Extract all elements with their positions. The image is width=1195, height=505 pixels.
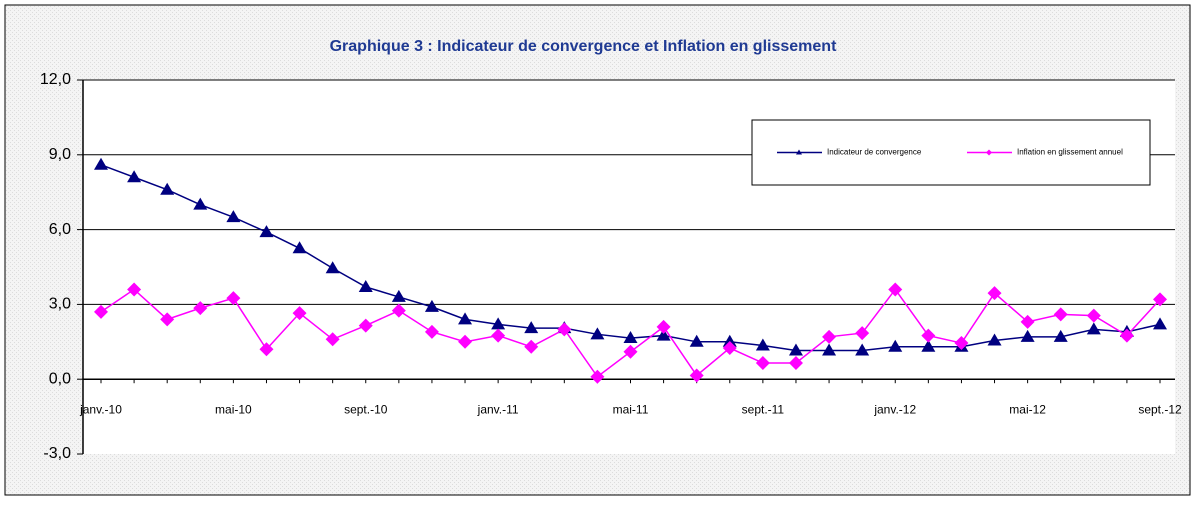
data-point <box>788 343 803 356</box>
data-point <box>1020 329 1035 342</box>
data-point <box>391 289 406 302</box>
data-point <box>987 333 1002 346</box>
x-tick-label: janv.-11 <box>477 402 519 416</box>
data-point <box>127 170 142 183</box>
data-point <box>1153 317 1167 330</box>
x-tick-label: sept.-10 <box>344 402 388 416</box>
y-tick-label: 6,0 <box>49 221 71 238</box>
chart-title: Graphique 3 : Indicateur de convergence … <box>330 38 837 55</box>
data-point <box>226 210 241 223</box>
data-point <box>987 286 1002 301</box>
x-tick-label: janv.-10 <box>79 402 122 416</box>
data-point <box>755 338 770 351</box>
data-point <box>424 299 439 312</box>
legend-marker <box>796 149 802 155</box>
data-point <box>94 304 108 319</box>
data-point <box>491 317 506 330</box>
data-point <box>822 343 837 356</box>
data-point <box>855 343 870 356</box>
legend-marker <box>986 149 992 156</box>
data-point <box>259 342 274 357</box>
data-point <box>391 303 406 318</box>
data-point <box>656 319 671 334</box>
data-point <box>888 282 903 297</box>
data-point <box>292 241 307 254</box>
data-point <box>458 312 473 325</box>
data-point <box>325 332 340 347</box>
data-point <box>921 339 936 352</box>
data-point <box>1153 292 1167 307</box>
data-point <box>921 328 936 343</box>
data-point <box>127 282 142 297</box>
y-tick-label: -3,0 <box>43 445 71 462</box>
data-point <box>358 279 373 292</box>
x-tick-label: janv.-12 <box>873 402 916 416</box>
data-point <box>1086 308 1101 323</box>
y-tick-label: 0,0 <box>49 370 71 387</box>
data-point <box>855 326 870 341</box>
data-point <box>590 327 605 340</box>
x-tick-label: sept.-11 <box>742 402 785 416</box>
data-point <box>888 339 903 352</box>
data-point <box>94 157 108 170</box>
y-tick-label: 12,0 <box>40 71 71 88</box>
data-point <box>822 329 837 344</box>
y-tick-label: 3,0 <box>49 296 71 313</box>
data-point <box>1086 322 1101 335</box>
data-point <box>160 182 175 195</box>
data-point <box>557 322 572 337</box>
data-point <box>458 334 473 349</box>
data-point <box>524 339 539 354</box>
data-point <box>623 331 638 344</box>
data-point <box>722 334 737 347</box>
x-tick-label: mai-11 <box>613 402 649 416</box>
data-point <box>1020 314 1035 329</box>
data-point <box>160 312 175 327</box>
data-point <box>524 321 539 334</box>
data-point <box>193 197 208 210</box>
legend-label: Inflation en glissement annuel <box>1017 148 1123 157</box>
series-layer <box>94 157 1167 384</box>
data-point <box>788 355 803 370</box>
data-point <box>424 324 439 339</box>
data-point <box>491 328 506 343</box>
y-tick-label: 9,0 <box>49 146 71 163</box>
data-point <box>722 341 737 356</box>
data-point <box>292 306 307 321</box>
data-point <box>1053 307 1068 322</box>
data-point <box>656 328 671 341</box>
data-point <box>590 369 605 384</box>
x-tick-label: mai-12 <box>1009 402 1046 416</box>
x-tick-label: mai-10 <box>215 402 252 416</box>
data-point <box>259 225 274 238</box>
legend-label: Indicateur de convergence <box>827 148 922 157</box>
data-point <box>358 318 373 333</box>
data-point <box>1053 329 1068 342</box>
data-point <box>755 355 770 370</box>
x-tick-label: sept.-12 <box>1138 402 1182 416</box>
data-point <box>954 336 969 351</box>
data-point <box>226 291 241 306</box>
data-point <box>1119 328 1134 343</box>
data-point <box>689 368 704 383</box>
data-point <box>193 301 208 316</box>
data-point <box>623 344 638 359</box>
data-point <box>689 334 704 347</box>
data-point <box>325 261 340 274</box>
